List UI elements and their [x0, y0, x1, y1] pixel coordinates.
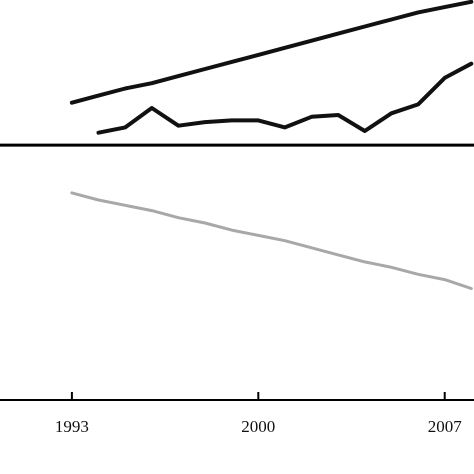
series-line-2	[96, 61, 474, 135]
x-tick-label-2007: 2007	[428, 417, 463, 436]
x-tick-label-2000: 2000	[241, 417, 275, 436]
x-tick-label-1993: 1993	[55, 417, 89, 436]
x-axis-ticks: 1993 2000 2007	[55, 392, 462, 436]
series-line-1	[69, 0, 474, 105]
series-line-3	[70, 191, 473, 290]
plot-area	[69, 0, 474, 290]
